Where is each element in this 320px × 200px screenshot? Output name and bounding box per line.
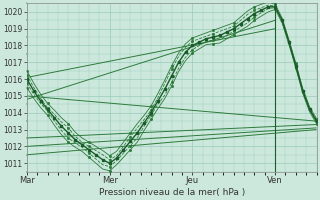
X-axis label: Pression niveau de la mer( hPa ): Pression niveau de la mer( hPa ) [99, 188, 245, 197]
